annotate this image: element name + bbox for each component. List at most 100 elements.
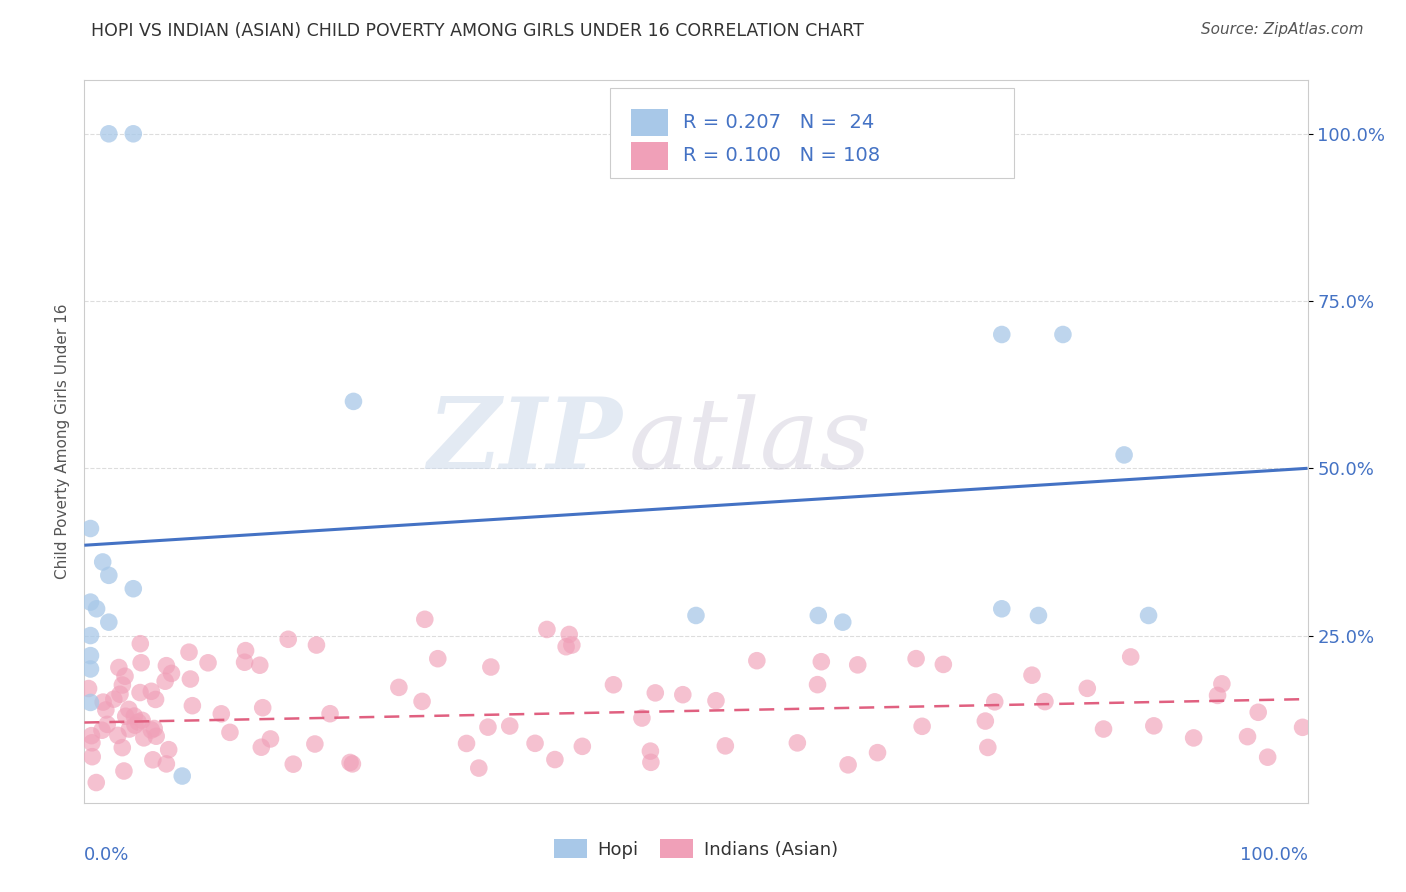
Point (477, 720, 499, 734)
Point (91, 723, 114, 738)
Point (810, 655, 832, 669)
Point (79, 595, 101, 609)
Point (249, 658, 271, 673)
Point (602, 678, 624, 692)
Point (932, 657, 955, 672)
Point (1033, 695, 1056, 709)
Point (141, 684, 163, 698)
Point (644, 686, 666, 700)
Text: 100.0%: 100.0% (1240, 847, 1308, 864)
Point (129, 685, 152, 699)
Point (122, 582, 145, 596)
Text: ZIP: ZIP (427, 393, 623, 490)
Point (499, 719, 522, 733)
Point (283, 757, 305, 772)
Point (80, 729, 103, 743)
Point (640, 756, 662, 770)
Point (197, 656, 219, 670)
Point (277, 632, 299, 647)
Point (1236, 730, 1258, 744)
Point (80, 736, 103, 750)
Point (1028, 608, 1050, 623)
Point (79, 628, 101, 642)
Point (219, 725, 242, 739)
Point (112, 764, 135, 778)
Point (124, 718, 146, 732)
Text: R = 0.207   N =  24: R = 0.207 N = 24 (682, 113, 873, 132)
Point (129, 656, 152, 670)
Point (96, 717, 118, 731)
Point (479, 660, 502, 674)
Point (339, 756, 361, 770)
Point (131, 714, 153, 728)
Point (1076, 681, 1098, 696)
Point (468, 761, 491, 775)
Point (807, 608, 830, 623)
Point (111, 678, 134, 692)
Point (259, 731, 281, 746)
Legend: Hopi, Indians (Asian): Hopi, Indians (Asian) (547, 832, 845, 866)
Point (1114, 448, 1136, 462)
FancyBboxPatch shape (631, 109, 668, 136)
Point (905, 651, 928, 665)
Point (97, 615, 120, 630)
Point (127, 714, 149, 729)
Point (91, 695, 114, 709)
Point (786, 736, 808, 750)
Point (991, 602, 1014, 616)
Point (172, 769, 194, 783)
Text: HOPI VS INDIAN (ASIAN) CHILD POVERTY AMONG GIRLS UNDER 16 CORRELATION CHART: HOPI VS INDIAN (ASIAN) CHILD POVERTY AMO… (91, 22, 865, 40)
Point (866, 746, 889, 760)
Point (111, 740, 134, 755)
Point (79, 521, 101, 535)
Point (837, 757, 859, 772)
Point (977, 740, 1000, 755)
Point (142, 753, 165, 767)
Point (319, 706, 342, 721)
Point (555, 640, 578, 654)
Point (97, 127, 120, 141)
Point (179, 672, 201, 686)
Point (103, 692, 125, 706)
Point (571, 739, 593, 754)
Text: R = 0.100   N = 108: R = 0.100 N = 108 (682, 146, 880, 165)
Point (108, 687, 131, 701)
Point (1021, 668, 1043, 682)
Point (114, 709, 136, 723)
Point (672, 688, 695, 702)
Point (209, 706, 232, 721)
Point (561, 638, 583, 652)
Y-axis label: Child Poverty Among Girls Under 16: Child Poverty Among Girls Under 16 (55, 304, 70, 579)
Point (524, 736, 547, 750)
Point (132, 731, 155, 745)
Point (426, 651, 449, 665)
Point (305, 638, 328, 652)
Point (831, 615, 853, 630)
Point (714, 739, 737, 753)
Point (704, 694, 727, 708)
Point (91, 555, 114, 569)
Text: Source: ZipAtlas.com: Source: ZipAtlas.com (1201, 22, 1364, 37)
Point (911, 719, 934, 733)
Point (145, 692, 167, 706)
Point (1257, 750, 1279, 764)
Point (388, 681, 411, 695)
Point (177, 645, 200, 659)
Point (143, 722, 166, 736)
Point (84, 775, 107, 789)
Point (153, 674, 176, 689)
Point (122, 709, 145, 723)
Point (1291, 720, 1313, 734)
Point (685, 608, 707, 623)
Point (82, 749, 104, 764)
Point (1092, 722, 1115, 736)
Point (1182, 731, 1205, 745)
Point (640, 744, 662, 758)
Point (79, 648, 101, 663)
Point (342, 756, 364, 771)
Point (97, 568, 120, 582)
Point (129, 637, 152, 651)
Point (1247, 706, 1270, 720)
Point (250, 740, 273, 755)
Point (122, 127, 145, 141)
